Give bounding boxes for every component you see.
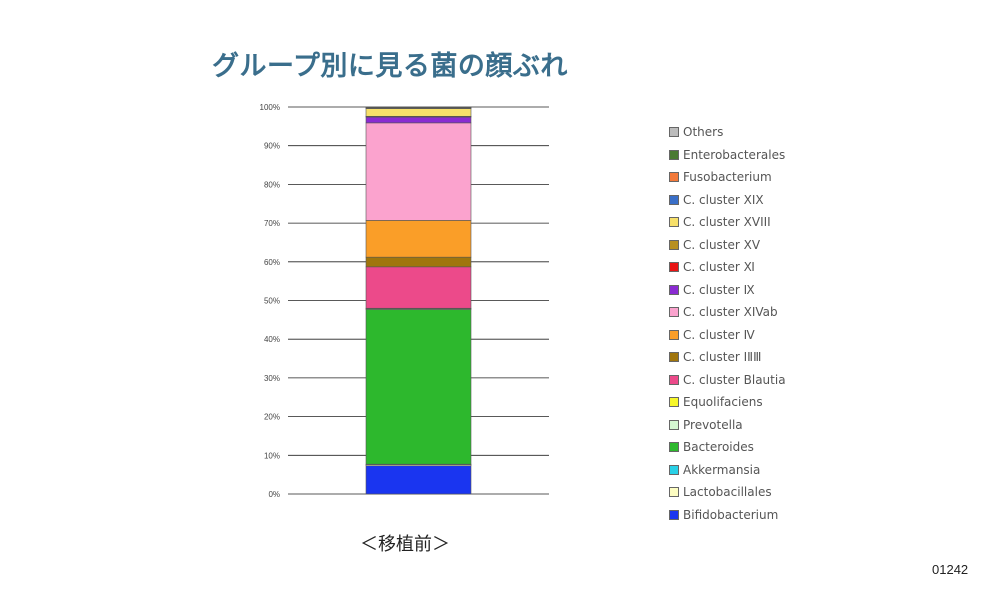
y-tick-label: 10%: [264, 451, 280, 460]
legend-label: C. cluster XVIII: [683, 215, 771, 230]
legend-swatch: [669, 149, 679, 160]
legend-swatch: [669, 284, 679, 295]
legend-swatch: [669, 194, 679, 205]
legend-label: Lactobacillales: [683, 485, 772, 500]
legend-swatch: [669, 352, 679, 363]
legend-item: Akkermansia: [669, 459, 786, 482]
legend-swatch: [669, 217, 679, 228]
legend-label: C. cluster XIVab: [683, 305, 778, 320]
y-tick-label: 80%: [264, 180, 280, 189]
bar-segment-c-cluster-xivab: [365, 122, 472, 221]
legend-swatch: [669, 442, 679, 453]
legend-label: C. cluster XV: [683, 237, 761, 252]
legend-item: C. cluster Ⅸ: [669, 279, 786, 302]
slide-number: 01242: [932, 562, 969, 577]
legend-item: C. cluster Ⅳ: [669, 324, 786, 347]
legend-label: C. cluster Ⅳ: [683, 327, 755, 342]
y-tick-label: 20%: [264, 413, 280, 422]
legend-label: Others: [683, 125, 724, 140]
legend-item: C. cluster XV: [669, 234, 786, 257]
legend-item: Others: [669, 121, 786, 144]
legend-swatch: [669, 127, 679, 138]
legend-label: Fusobacterium: [683, 170, 772, 185]
bar-segment-c-cluster-xviii: [365, 108, 472, 117]
legend-label: Bacteroides: [683, 440, 754, 455]
legend-item: Bacteroides: [669, 436, 786, 459]
y-tick-label: 60%: [264, 258, 280, 267]
legend-swatch: [669, 397, 679, 408]
legend-item: Equolifaciens: [669, 391, 786, 414]
bar-segment-c-cluster: [365, 256, 472, 268]
legend-label: C. cluster Ⅸ: [683, 282, 755, 297]
chart-legend: Others Enterobacterales Fusobacterium C. cl…: [669, 121, 786, 526]
legend-swatch: [669, 487, 679, 498]
bar-segment-c-cluster-blautia: [365, 266, 472, 309]
legend-label: Akkermansia: [683, 462, 761, 477]
legend-item: Bifidobacterium: [669, 504, 786, 527]
bar-segment-bacteroides: [365, 309, 472, 465]
legend-swatch: [669, 239, 679, 250]
bar-segment-c-cluster: [365, 220, 472, 258]
legend-label: C. cluster ⅠⅡⅢ: [683, 350, 762, 365]
y-tick-label: 100%: [260, 103, 280, 112]
legend-item: Fusobacterium: [669, 166, 786, 189]
legend-swatch: [669, 329, 679, 340]
page-title: グループ別に見る菌の顔ぶれ: [212, 51, 568, 82]
bar-segment-bifidobacterium: [365, 465, 472, 495]
y-tick-label: 70%: [264, 219, 280, 228]
legend-item: Prevotella: [669, 414, 786, 437]
legend-swatch: [669, 307, 679, 318]
legend-label: Bifidobacterium: [683, 507, 779, 522]
legend-swatch: [669, 509, 679, 520]
legend-item: C. cluster XIVab: [669, 301, 786, 324]
legend-swatch: [669, 419, 679, 430]
legend-item: C. cluster Blautia: [669, 369, 786, 392]
legend-item: C. cluster Ⅺ: [669, 256, 786, 279]
legend-item: C. cluster ⅠⅡⅢ: [669, 346, 786, 369]
y-tick-label: 0%: [268, 490, 280, 499]
legend-swatch: [669, 374, 679, 385]
y-tick-label: 40%: [264, 335, 280, 344]
legend-label: Prevotella: [683, 417, 743, 432]
legend-item: C. cluster XVIII: [669, 211, 786, 234]
chart-caption: ＜移植前＞: [360, 534, 450, 555]
y-tick-label: 90%: [264, 142, 280, 151]
legend-label: C. cluster XIX: [683, 192, 764, 207]
legend-label: C. cluster Blautia: [683, 372, 786, 387]
bar-segment-c-cluster: [365, 116, 472, 124]
y-tick-label: 50%: [264, 297, 280, 306]
legend-swatch: [669, 172, 679, 183]
legend-label: C. cluster Ⅺ: [683, 260, 755, 275]
legend-label: Equolifaciens: [683, 395, 763, 410]
legend-swatch: [669, 262, 679, 273]
legend-item: C. cluster XIX: [669, 189, 786, 212]
legend-swatch: [669, 464, 679, 475]
y-tick-label: 30%: [264, 374, 280, 383]
legend-label: Enterobacterales: [683, 147, 786, 162]
legend-item: Lactobacillales: [669, 481, 786, 504]
legend-item: Enterobacterales: [669, 144, 786, 167]
